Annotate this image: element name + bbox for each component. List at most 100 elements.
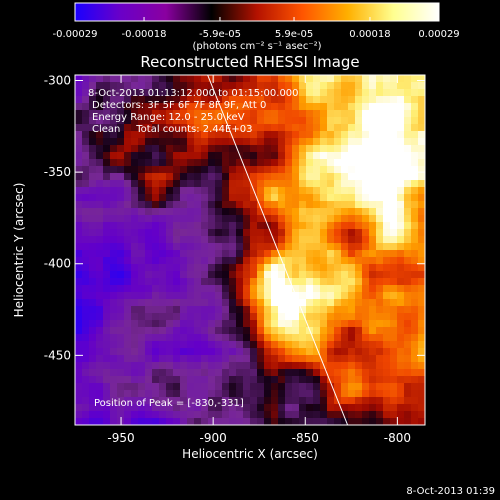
- heatmap-cell: [299, 222, 307, 230]
- heatmap-cell: [264, 201, 272, 209]
- heatmap-cell: [404, 285, 412, 293]
- heatmap-cell: [306, 397, 314, 405]
- heatmap-cell: [180, 222, 188, 230]
- heatmap-cell: [390, 82, 398, 90]
- heatmap-cell: [166, 215, 174, 223]
- heatmap-cell: [145, 110, 153, 118]
- heatmap-cell: [334, 124, 342, 132]
- heatmap-cell: [82, 404, 90, 412]
- heatmap-cell: [201, 96, 209, 104]
- heatmap-cell: [341, 362, 349, 370]
- heatmap-cell: [271, 320, 279, 328]
- heatmap-cell: [222, 159, 230, 167]
- heatmap-cell: [89, 243, 97, 251]
- annotation-energy: Energy Range: 12.0 - 25.0 keV: [92, 112, 245, 123]
- heatmap-cell: [131, 292, 139, 300]
- heatmap-cell: [166, 208, 174, 216]
- heatmap-cell: [117, 103, 125, 111]
- heatmap-cell: [180, 313, 188, 321]
- heatmap-cell: [103, 341, 111, 349]
- heatmap-cell: [257, 201, 265, 209]
- heatmap-cell: [236, 292, 244, 300]
- heatmap-cell: [131, 376, 139, 384]
- heatmap-cell: [110, 355, 118, 363]
- heatmap-cell: [285, 96, 293, 104]
- heatmap-cell: [117, 383, 125, 391]
- heatmap-cell: [152, 285, 160, 293]
- heatmap-cell: [89, 145, 97, 153]
- heatmap-cell: [138, 229, 146, 237]
- heatmap-cell: [96, 138, 104, 146]
- heatmap-cell: [110, 166, 118, 174]
- heatmap-cell: [222, 278, 230, 286]
- heatmap-cell: [159, 187, 167, 195]
- heatmap-cell: [222, 173, 230, 181]
- heatmap-cell: [334, 250, 342, 258]
- heatmap-cell: [327, 222, 335, 230]
- heatmap-cell: [89, 159, 97, 167]
- heatmap-cell: [278, 404, 286, 412]
- heatmap-cell: [278, 250, 286, 258]
- heatmap-cell: [250, 348, 258, 356]
- heatmap-cell: [138, 138, 146, 146]
- heatmap-cell: [82, 159, 90, 167]
- heatmap-cell: [341, 355, 349, 363]
- plot-area: -950 -900 -850 -800-300-350-400-450: [44, 73, 426, 445]
- heatmap-cell: [341, 334, 349, 342]
- heatmap-cell: [215, 306, 223, 314]
- heatmap-cell: [138, 390, 146, 398]
- heatmap-cell: [313, 418, 321, 425]
- heatmap-cell: [131, 173, 139, 181]
- heatmap-cell: [278, 411, 286, 419]
- heatmap-cell: [348, 180, 356, 188]
- heatmap-cell: [355, 124, 363, 132]
- heatmap-cell: [341, 313, 349, 321]
- heatmap-cell: [96, 124, 104, 132]
- heatmap-cell: [145, 152, 153, 160]
- heatmap-cell: [215, 187, 223, 195]
- heatmap-cell: [271, 166, 279, 174]
- heatmap-cell: [397, 166, 405, 174]
- heatmap-cell: [327, 306, 335, 314]
- heatmap-cell: [292, 124, 300, 132]
- heatmap-cell: [257, 187, 265, 195]
- heatmap-cell: [145, 159, 153, 167]
- heatmap-cell: [362, 145, 370, 153]
- heatmap-cell: [89, 411, 97, 419]
- heatmap-cell: [166, 250, 174, 258]
- heatmap-cell: [418, 82, 425, 90]
- heatmap-cell: [285, 313, 293, 321]
- heatmap-cell: [236, 103, 244, 111]
- heatmap-cell: [187, 89, 195, 97]
- heatmap-cell: [82, 145, 90, 153]
- heatmap-cell: [278, 82, 286, 90]
- heatmap-cell: [89, 313, 97, 321]
- heatmap-cell: [250, 159, 258, 167]
- heatmap-cell: [229, 348, 237, 356]
- heatmap-cell: [355, 348, 363, 356]
- heatmap-cell: [215, 376, 223, 384]
- heatmap-cell: [103, 257, 111, 265]
- heatmap-cell: [75, 187, 83, 195]
- heatmap-cell: [180, 327, 188, 335]
- heatmap-cell: [334, 131, 342, 139]
- heatmap-cell: [278, 341, 286, 349]
- heatmap-cell: [320, 418, 328, 425]
- heatmap-cell: [229, 362, 237, 370]
- heatmap-cell: [159, 257, 167, 265]
- heatmap-cell: [383, 124, 391, 132]
- heatmap-cell: [194, 306, 202, 314]
- heatmap-cell: [327, 390, 335, 398]
- heatmap-cell: [208, 117, 216, 125]
- heatmap-cell: [138, 96, 146, 104]
- heatmap-cell: [187, 411, 195, 419]
- heatmap-cell: [390, 110, 398, 118]
- heatmap-cell: [397, 236, 405, 244]
- heatmap-cell: [145, 96, 153, 104]
- heatmap-cell: [194, 236, 202, 244]
- heatmap-cell: [159, 229, 167, 237]
- heatmap-cell: [152, 229, 160, 237]
- heatmap-cell: [229, 82, 237, 90]
- heatmap-cell: [341, 341, 349, 349]
- heatmap-cell: [341, 166, 349, 174]
